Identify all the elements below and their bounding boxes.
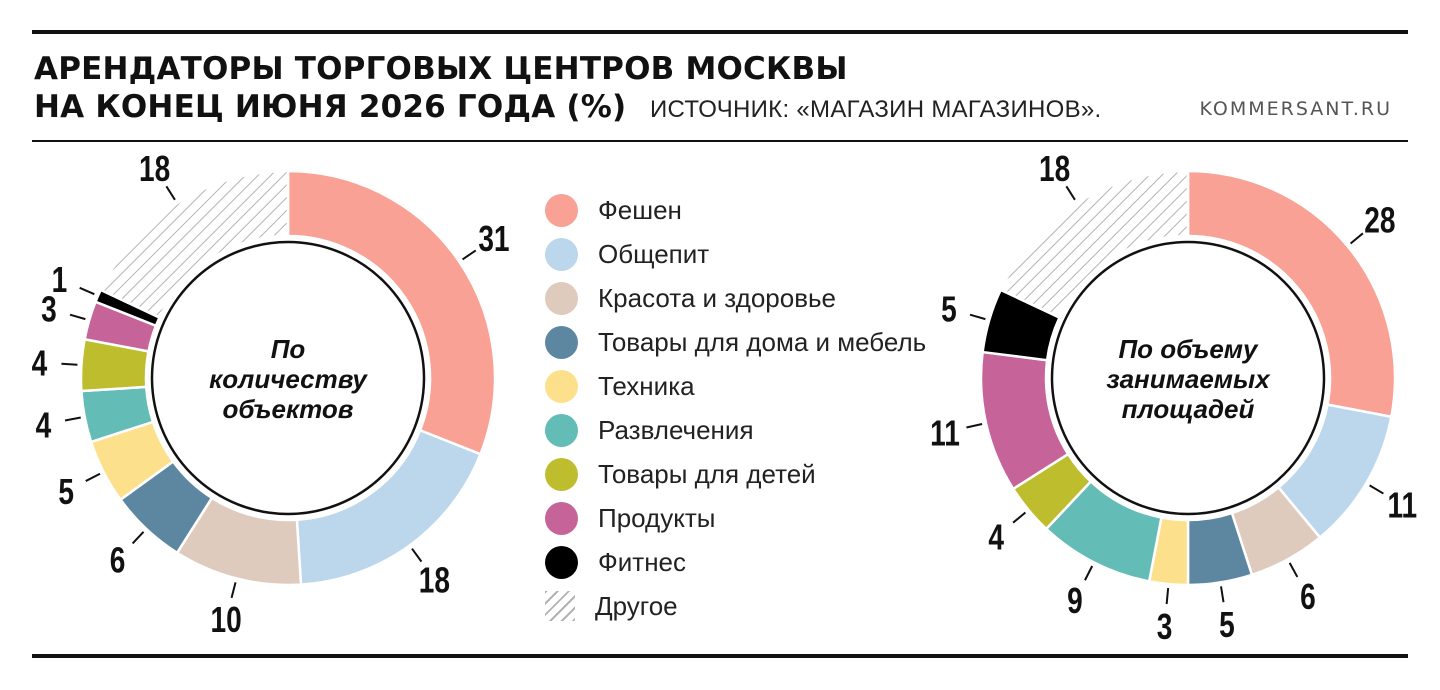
donut-center-title: По — [271, 334, 306, 364]
leader-line — [1220, 586, 1225, 603]
legend-swatch — [545, 413, 578, 447]
leader-line — [1288, 562, 1299, 578]
legend-item: Товары для детей — [545, 452, 945, 496]
leader-line — [85, 472, 101, 482]
leader-line — [1349, 232, 1364, 245]
data-label: 10 — [210, 600, 241, 640]
donut-center-title: По объему — [1118, 334, 1259, 364]
data-label: 18 — [419, 560, 450, 600]
leader-line — [1165, 587, 1170, 605]
legend-label: Красота и здоровье — [598, 282, 837, 313]
legend-swatch — [545, 237, 578, 271]
leader-line — [131, 531, 145, 545]
data-label: 28 — [1364, 200, 1395, 240]
donut-inner-ring — [150, 240, 426, 516]
data-label: 9 — [1067, 581, 1083, 621]
source-note: ИСТОЧНИК: «МАГАЗИН МАГАЗИНОВ». — [650, 96, 1102, 123]
data-label: 3 — [41, 289, 57, 329]
data-label: 18 — [1039, 148, 1070, 188]
leader-line — [411, 548, 423, 563]
title-line-1: АРЕНДАТОРЫ ТОРГОВЫХ ЦЕНТРОВ МОСКВЫ — [34, 51, 848, 87]
legend-swatch — [545, 281, 578, 315]
legend-label: Фитнес — [598, 546, 687, 577]
legend-swatch — [545, 193, 578, 227]
legend-label: Товары для детей — [598, 458, 816, 489]
legend-item: Общепит — [545, 232, 945, 276]
data-label: 11 — [1387, 485, 1417, 525]
leader-line — [64, 416, 81, 422]
leader-line — [230, 582, 237, 599]
data-label: 5 — [58, 472, 74, 512]
legend-swatch — [545, 545, 578, 579]
data-label: 3 — [1157, 607, 1173, 647]
data-label: 4 — [32, 343, 48, 383]
legend-swatch — [545, 457, 578, 491]
leader-line — [61, 362, 78, 366]
legend-item: Фешен — [545, 188, 945, 232]
site-name: KOMMERSANT.RU — [1199, 98, 1392, 120]
leader-line — [1369, 484, 1384, 495]
leader-line — [1065, 185, 1076, 201]
chart-title: АРЕНДАТОРЫ ТОРГОВЫХ ЦЕНТРОВ МОСКВЫ НА КО… — [34, 50, 848, 126]
data-label: 4 — [988, 517, 1004, 557]
legend-label: Другое — [595, 590, 678, 621]
legend-item: Фитнес — [545, 540, 945, 584]
data-label: 11 — [930, 413, 960, 453]
legend-label: Продукты — [598, 502, 716, 533]
bottom-rule — [32, 654, 1408, 658]
donut-inner-ring — [1050, 240, 1326, 516]
title-line-2: НА КОНЕЦ ИЮНЯ 2026 ГОДА (%) — [34, 89, 627, 125]
top-rule — [32, 30, 1408, 34]
donut-center-title: занимаемых — [1106, 364, 1271, 394]
data-label: 1 — [52, 260, 68, 300]
leader-line — [79, 286, 95, 296]
legend-swatch — [545, 591, 575, 621]
leader-line — [1084, 565, 1094, 581]
legend-swatch — [545, 369, 578, 403]
data-label: 31 — [478, 219, 509, 259]
data-label: 6 — [1300, 577, 1316, 617]
legend-label: Фешен — [598, 194, 682, 225]
leader-line — [165, 185, 176, 201]
legend-label: Общепит — [598, 238, 710, 269]
legend-item: Техника — [545, 364, 945, 408]
donut-slice — [999, 169, 1190, 320]
leader-line — [966, 423, 983, 429]
legend-swatch — [545, 501, 578, 535]
leader-line — [461, 249, 477, 261]
legend: Фешен Общепит Красота и здоровье Товары для… — [545, 188, 945, 628]
donut-by-area: 28 11 6 5 3 9 4 11 5 18 По объемузанимаемыхплощаде… — [930, 148, 1417, 646]
legend-item: Развлечения — [545, 408, 945, 452]
legend-item: Товары для дома и мебель — [545, 320, 945, 364]
legend-label: Развлечения — [598, 414, 754, 445]
leader-line — [969, 313, 986, 321]
legend-label: Товары для дома и мебель — [598, 326, 927, 357]
header-rule — [32, 140, 1408, 142]
legend-swatch — [545, 325, 578, 359]
data-label: 6 — [110, 540, 126, 580]
data-label: 4 — [36, 405, 52, 445]
data-label: 5 — [941, 289, 957, 329]
legend-label: Техника — [598, 370, 695, 401]
donut-slice — [99, 169, 290, 320]
data-label: 5 — [1219, 605, 1235, 645]
donut-slice — [286, 169, 497, 456]
legend-item: Продукты — [545, 496, 945, 540]
legend-item: Красота и здоровье — [545, 276, 945, 320]
donut-center-title: объектов — [222, 394, 353, 424]
donut-slice — [1186, 169, 1397, 419]
leader-line — [1012, 511, 1027, 524]
donut-center-title: площадей — [1122, 394, 1255, 424]
donut-center-title: количеству — [209, 364, 368, 394]
legend-item: Другое — [545, 584, 945, 628]
leader-line — [69, 313, 86, 321]
data-label: 18 — [139, 148, 170, 188]
